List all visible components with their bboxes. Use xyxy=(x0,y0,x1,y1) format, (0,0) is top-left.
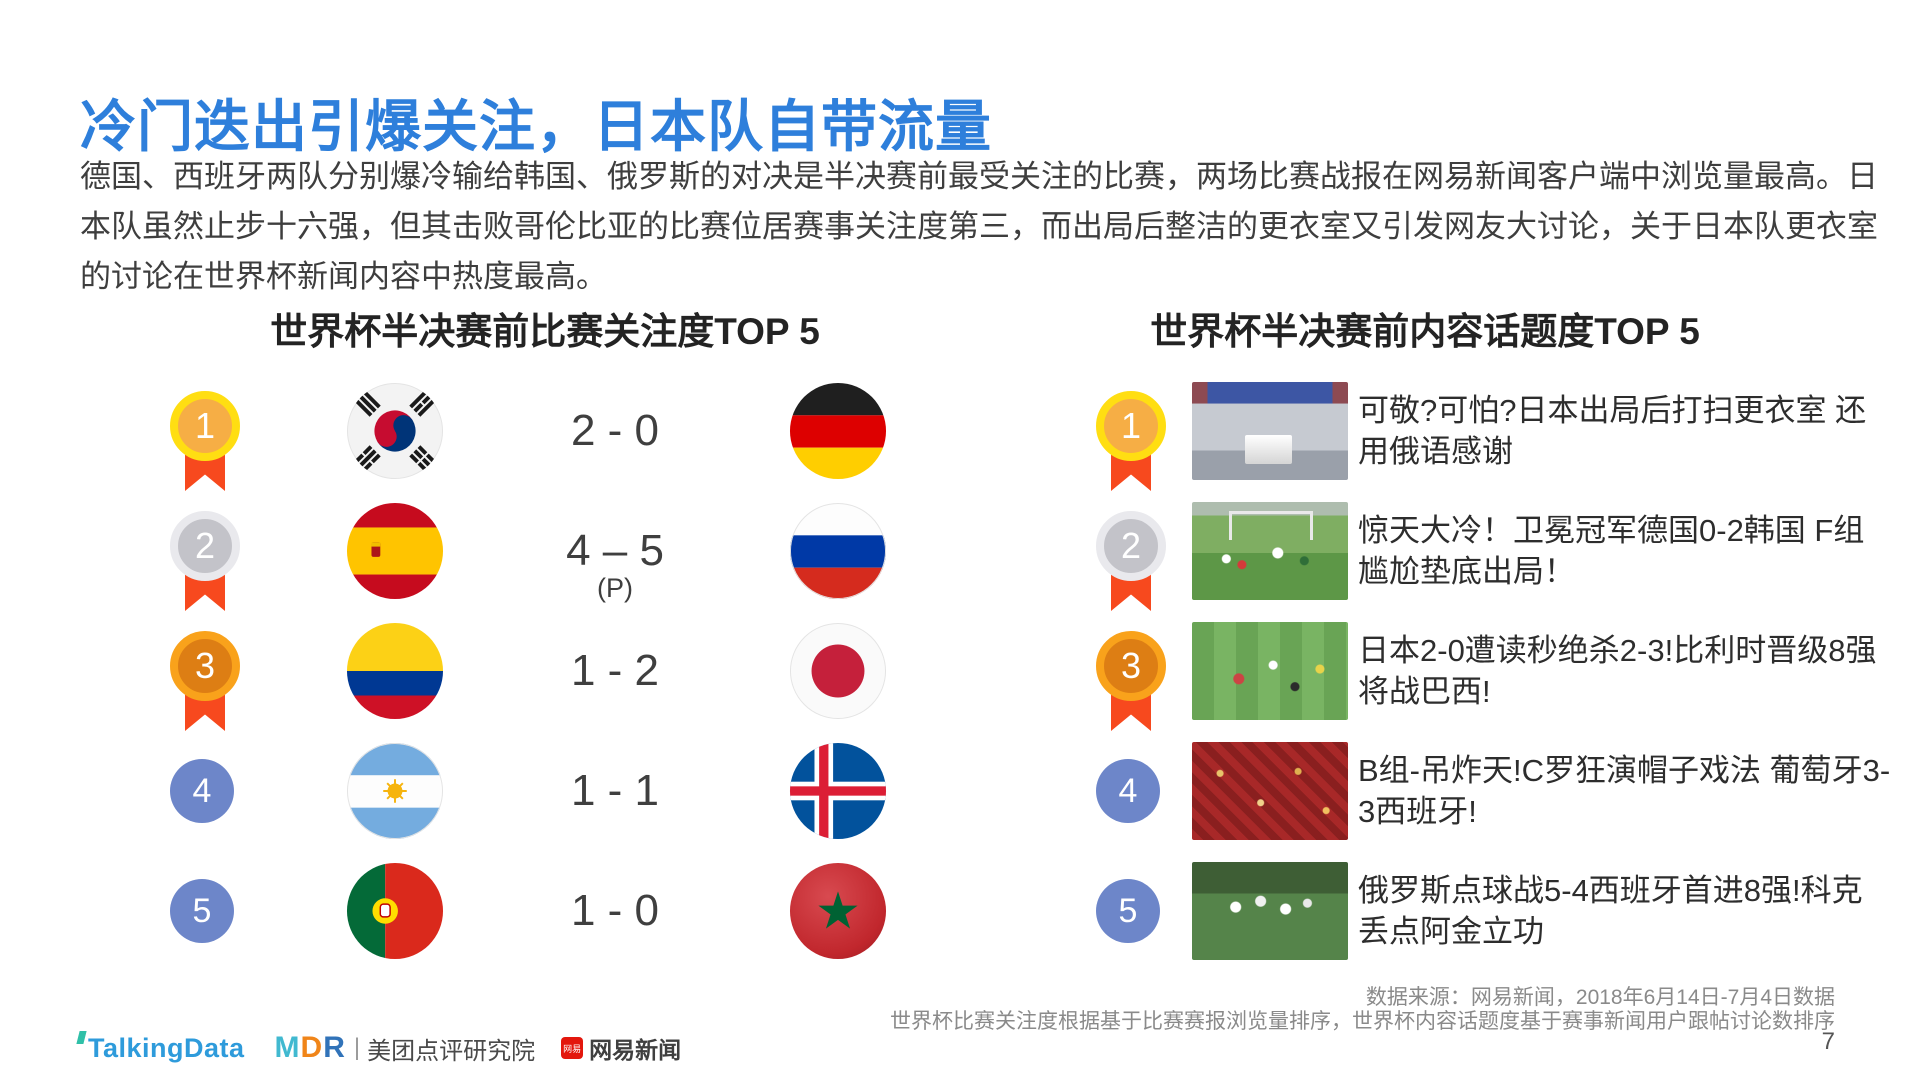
flag-spain-icon xyxy=(346,502,444,600)
topic-row-4: 4 B组-吊炸天!C罗狂演帽子戏法 葡萄牙3-3西班牙! xyxy=(1080,731,1910,851)
topic-row-3: 3 日本2-0遭读秒绝杀2-3!比利时晋级8强将战巴西! xyxy=(1080,611,1910,731)
match-row-3: 3 1 - 2 xyxy=(140,611,920,731)
flag-portugal-icon xyxy=(346,862,444,960)
rank-number: 1 xyxy=(1096,391,1166,461)
rank-2-medal: 2 xyxy=(170,511,240,631)
flag-colombia-icon xyxy=(346,622,444,720)
rank-1-medal: 1 xyxy=(170,391,240,511)
match-score: 1 - 0 xyxy=(570,886,660,935)
match-score: 4 – 5 xyxy=(566,526,664,575)
news-headline: 可敬?可怕?日本出局后打扫更衣室 还用俄语感谢 xyxy=(1358,393,1867,469)
match-ranking-list: 1 xyxy=(140,371,920,971)
intro-line: 的讨论在世界杯新闻内容中热度最高。 xyxy=(80,259,607,294)
thumbnail-russia-celebration xyxy=(1192,862,1348,960)
rank-1-medal: 1 xyxy=(1096,391,1166,511)
mdr-logo-text: MDR xyxy=(275,1031,346,1065)
talkingdata-tick-icon xyxy=(76,1030,87,1044)
intro-paragraph: 德国、西班牙两队分别爆冷输给韩国、俄罗斯的对决是半决赛前最受关注的比赛，两场比赛… xyxy=(80,152,1895,302)
news-headline: 俄罗斯点球战5-4西班牙首进8强!科克丢点阿金立功 xyxy=(1358,873,1863,949)
match-score: 2 - 0 xyxy=(570,406,660,455)
mdr-letter-m: M xyxy=(274,1031,301,1064)
rank-number: 5 xyxy=(1096,879,1160,943)
match-score: 1 - 1 xyxy=(570,766,660,815)
match-row-4: 4 1 - 1 xyxy=(140,731,920,851)
flag-morocco-icon xyxy=(789,862,887,960)
thumbnail-germany-korea-match xyxy=(1192,502,1348,600)
right-panel-title: 世界杯半决赛前内容话题度TOP 5 xyxy=(1150,311,1700,352)
data-source-line1: 数据来源：网易新闻，2018年6月14日-7月4日数据 xyxy=(1365,986,1835,1009)
rank-number: 1 xyxy=(170,391,240,461)
intro-line: 本队虽然止步十六强，但其击败哥伦比亚的比赛位居赛事关注度第三，而出局后整洁的更衣… xyxy=(80,209,1878,244)
meituan-dianping-logo: MDR | 美团点评研究院 xyxy=(275,1031,536,1066)
rank-3-medal: 3 xyxy=(170,631,240,751)
footer-logos: TalkingData MDR | 美团点评研究院 网易 网易新闻 xyxy=(76,1030,681,1066)
page-number: 7 xyxy=(1821,1028,1835,1055)
rank-number: 5 xyxy=(170,879,234,943)
match-score: 1 - 2 xyxy=(570,646,660,695)
flag-argentina-icon xyxy=(346,742,444,840)
rank-4-medal: 4 xyxy=(170,759,240,823)
netease-news-logo: 网易 网易新闻 xyxy=(561,1031,681,1065)
rank-3-medal: 3 xyxy=(1096,631,1166,751)
news-headline: 惊天大冷！卫冕冠军德国0-2韩国 F组尴尬垫底出局！ xyxy=(1358,513,1865,589)
thumbnail-japan-locker-room xyxy=(1192,382,1348,480)
news-headline: 日本2-0遭读秒绝杀2-3!比利时晋级8强将战巴西! xyxy=(1358,633,1877,709)
rank-5-medal: 5 xyxy=(170,879,240,943)
penalty-note: (P) xyxy=(597,573,633,603)
topic-row-1: 1 可敬?可怕?日本出局后打扫更衣室 还用俄语感谢 xyxy=(1080,371,1910,491)
news-headline: B组-吊炸天!C罗狂演帽子戏法 葡萄牙3-3西班牙! xyxy=(1358,753,1891,829)
netease-app-icon: 网易 xyxy=(561,1037,584,1059)
left-panel-title: 世界杯半决赛前比赛关注度TOP 5 xyxy=(270,311,820,352)
talkingdata-logo-text: TalkingData xyxy=(88,1032,245,1063)
page-title: 冷门迭出引爆关注，日本队自带流量 xyxy=(80,95,992,158)
thumbnail-japan-belgium-pitch xyxy=(1192,622,1348,720)
mdr-org-text: 美团点评研究院 xyxy=(367,1037,536,1065)
talkingdata-logo: TalkingData xyxy=(76,1030,245,1064)
rank-number: 3 xyxy=(1096,631,1166,701)
rank-4-medal: 4 xyxy=(1096,759,1166,823)
rank-2-medal: 2 xyxy=(1096,511,1166,631)
netease-logo-text: 网易新闻 xyxy=(589,1037,682,1063)
rank-number: 4 xyxy=(170,759,234,823)
thumbnail-portugal-spain-fans xyxy=(1192,742,1348,840)
topic-row-2: 2 惊天大冷！卫冕冠军德国0-2韩国 F组尴尬垫底出局！ xyxy=(1080,491,1910,611)
intro-line: 德国、西班牙两队分别爆冷输给韩国、俄罗斯的对决是半决赛前最受关注的比赛，两场比赛… xyxy=(80,159,1878,194)
mdr-letter-d: D xyxy=(300,1031,324,1064)
rank-number: 4 xyxy=(1096,759,1160,823)
match-row-2: 2 4 – 5 (P) xyxy=(140,491,920,611)
rank-number: 2 xyxy=(170,511,240,581)
mdr-letter-r: R xyxy=(323,1031,346,1064)
rank-5-medal: 5 xyxy=(1096,879,1166,943)
topic-row-5: 5 俄罗斯点球战5-4西班牙首进8强!科克丢点阿金立功 xyxy=(1080,851,1910,971)
match-row-1: 1 xyxy=(140,371,920,491)
rank-number: 2 xyxy=(1096,511,1166,581)
topic-ranking-list: 1 可敬?可怕?日本出局后打扫更衣室 还用俄语感谢 2 惊天大冷！卫冕冠军德国0… xyxy=(1080,371,1910,971)
flag-russia-icon xyxy=(789,502,887,600)
match-row-5: 5 1 - 0 xyxy=(140,851,920,971)
flag-japan-icon xyxy=(789,622,887,720)
rank-number: 3 xyxy=(170,631,240,701)
flag-germany-icon xyxy=(789,382,887,480)
flag-south-korea-icon xyxy=(346,382,444,480)
logo-divider: | xyxy=(353,1034,361,1061)
flag-iceland-icon xyxy=(789,742,887,840)
data-source-line2: 世界杯比赛关注度根据基于比赛赛报浏览量排序，世界杯内容话题度基于赛事新闻用户跟帖… xyxy=(890,1010,1835,1033)
